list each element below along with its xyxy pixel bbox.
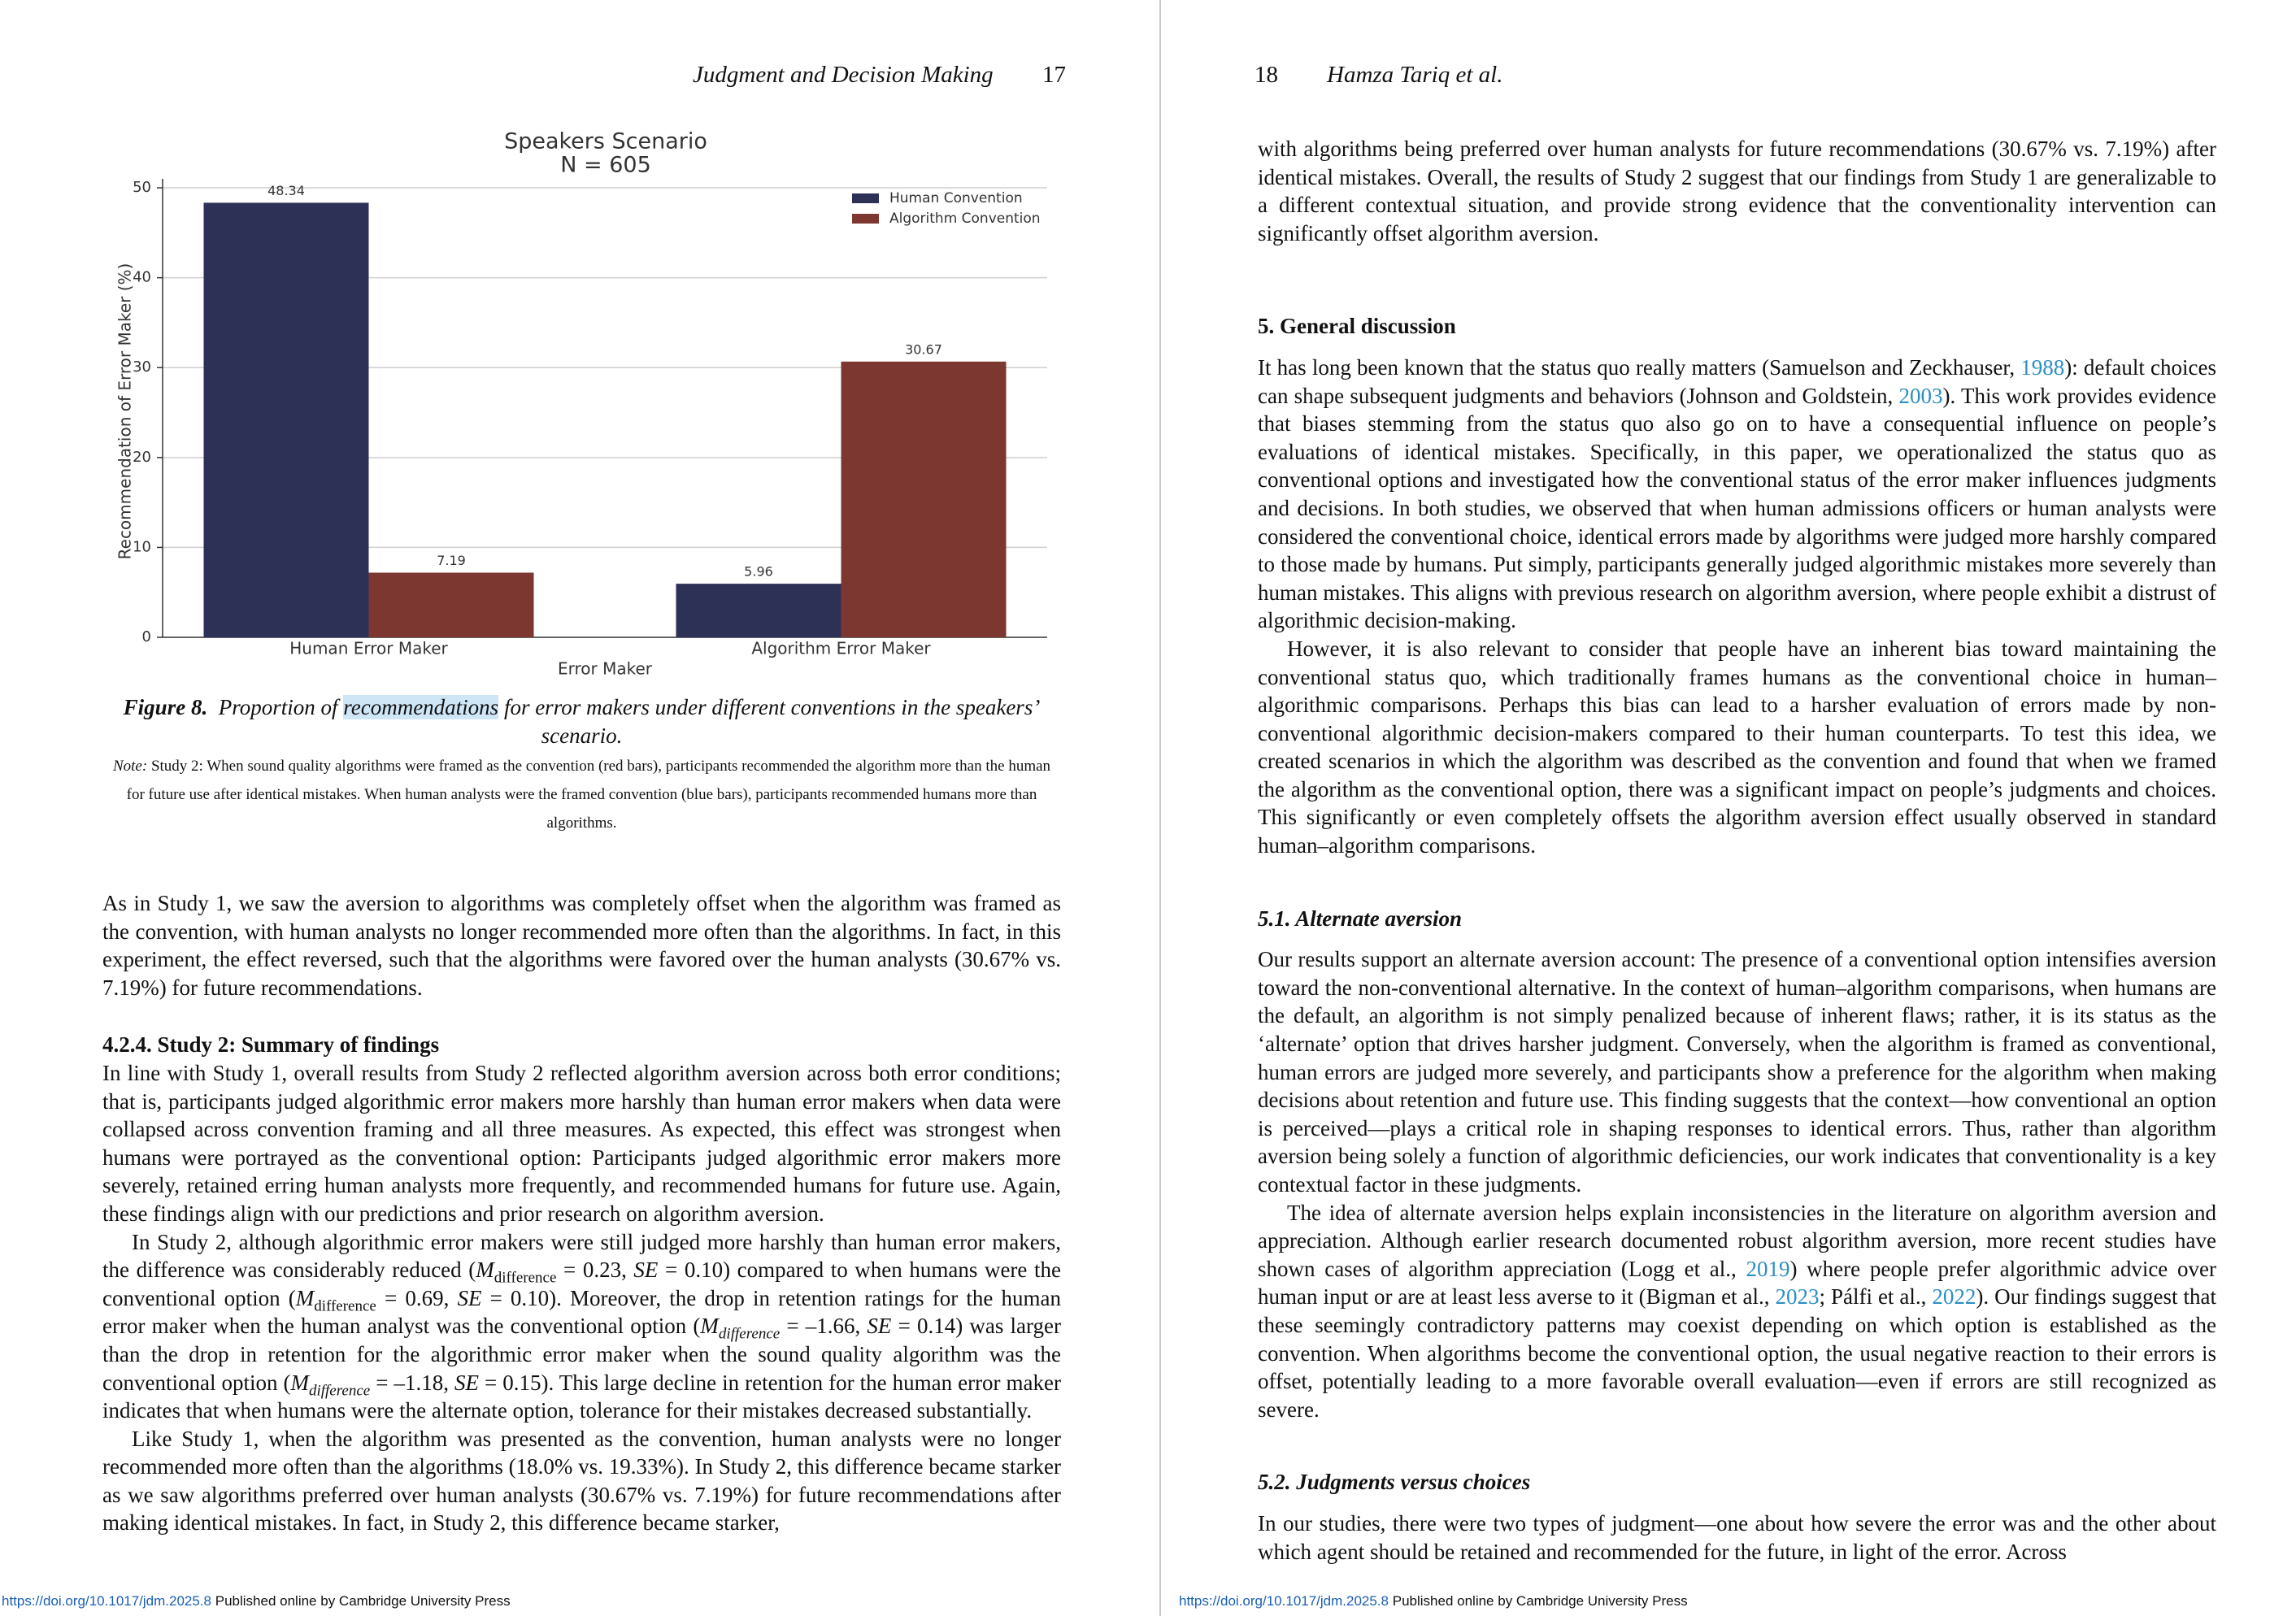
text: difference	[494, 1269, 557, 1287]
figure-caption: Figure 8. Proportion of recommendations …	[102, 693, 1061, 750]
figure-label: Figure 8.	[123, 695, 208, 719]
text: SE	[867, 1314, 892, 1339]
text: M	[700, 1314, 719, 1339]
doi-link[interactable]: https://doi.org/10.1017/jdm.2025.8	[1179, 1593, 1389, 1609]
legend-label: Algorithm Convention	[889, 211, 1041, 227]
y-tick-label: 20	[133, 449, 151, 466]
chart-subtitle: N = 605	[560, 153, 651, 178]
page-divider	[1159, 0, 1161, 1616]
text: ) where people prefer algorithmic advice…	[1258, 1256, 2216, 1310]
page-number: 18	[1255, 62, 1278, 88]
y-tick-label: 30	[133, 358, 151, 376]
doi-link[interactable]: https://doi.org/10.1017/jdm.2025.8	[2, 1593, 212, 1609]
text: In Study 2, although algorithmic error m…	[102, 1229, 1061, 1283]
text: = 0.69,	[376, 1285, 458, 1310]
y-tick-label: 50	[133, 179, 151, 196]
text: ; Pálfi et al.,	[1819, 1284, 1933, 1310]
text: = 0.10). Moreover, the drop in retention…	[102, 1285, 1061, 1339]
section-heading: 5. General discussion	[1258, 314, 1456, 339]
value-label: 7.19	[437, 553, 466, 568]
paragraph: As in Study 1, we saw the aversion to al…	[102, 891, 1061, 1000]
text: difference	[314, 1297, 376, 1315]
bar	[676, 584, 841, 637]
right-column: with algorithms being preferred over hum…	[1258, 135, 2216, 1566]
bar	[368, 572, 534, 637]
left-column: As in Study 1, we saw the aversion to al…	[102, 889, 1061, 1537]
citation-link[interactable]: 2003	[1898, 383, 1943, 408]
text: = 0.15). This large decline in retention…	[102, 1370, 1062, 1423]
legend-label: Human Convention	[889, 190, 1023, 206]
text: SE	[457, 1285, 482, 1310]
value-label: 30.67	[905, 341, 942, 357]
paragraph: In Study 2, although algorithmic error m…	[102, 1228, 1061, 1425]
section-heading: 4.2.4. Study 2: Summary of findings	[102, 1032, 440, 1058]
y-axis-title: Recommendation of Error Maker (%)	[115, 263, 135, 560]
caption-text: recommendations	[343, 695, 499, 719]
x-axis-title: Error Maker	[558, 659, 653, 679]
bar	[841, 361, 1007, 637]
paragraph: The idea of alternate aversion helps exp…	[1258, 1199, 2216, 1424]
text: = –1.66,	[780, 1314, 868, 1339]
text: It has long been known that the status q…	[1258, 354, 2021, 380]
text: M	[476, 1258, 494, 1283]
paragraph: In our studies, there were two types of …	[1258, 1510, 2216, 1564]
y-tick-label: 40	[133, 269, 151, 286]
y-tick-label: 10	[133, 538, 151, 555]
text: The idea of alternate aversion helps exp…	[1258, 1200, 2216, 1281]
text: M	[295, 1285, 315, 1310]
paragraph: Like Study 1, when the algorithm was pre…	[102, 1426, 1061, 1536]
text: SE	[454, 1370, 479, 1395]
chart-title: Speakers Scenario	[504, 129, 707, 154]
section-heading: 5.2. Judgments versus choices	[1258, 1470, 1531, 1495]
section-heading: 5.1. Alternate aversion	[1258, 906, 1463, 931]
citation-link[interactable]: 1988	[2020, 354, 2065, 380]
paragraph: In line with Study 1, overall results fr…	[102, 1060, 1061, 1226]
running-head: Hamza Tariq et al.	[1327, 62, 1503, 88]
citation-link[interactable]: 2023	[1775, 1284, 1820, 1310]
text: difference	[308, 1381, 371, 1399]
paragraph: Our results support an alternate aversio…	[1258, 947, 2216, 1197]
value-label: 48.34	[267, 183, 305, 198]
legend-swatch	[852, 214, 879, 224]
publisher-note: Published online by Cambridge University…	[1392, 1593, 1688, 1609]
publisher-note: Published online by Cambridge University…	[215, 1593, 511, 1609]
citation-link[interactable]: 2019	[1746, 1256, 1790, 1281]
paragraph: However, it is also relevant to consider…	[1258, 636, 2216, 858]
text: SE	[633, 1258, 659, 1283]
citation-link[interactable]: 2022	[1932, 1284, 1976, 1310]
footer: https://doi.org/10.1017/jdm.2025.8 Publi…	[2, 1593, 511, 1609]
note-text: Study 2: When sound quality algorithms w…	[126, 758, 1051, 832]
text: = –1.18,	[370, 1370, 454, 1395]
text: = 0.23,	[556, 1258, 634, 1283]
text: = 0.14) was larger than the drop in rete…	[102, 1314, 1062, 1395]
text: = 0.10) compared to when humans were the…	[102, 1258, 1061, 1310]
figure-note: Note: Study 2: When sound quality algori…	[102, 752, 1061, 837]
paragraph: It has long been known that the status q…	[1258, 354, 2216, 635]
y-tick-label: 0	[142, 628, 151, 645]
text: ). Our findings suggest that these seemi…	[1258, 1284, 2216, 1422]
legend-swatch	[852, 193, 879, 203]
bar	[203, 202, 369, 637]
footer: https://doi.org/10.1017/jdm.2025.8 Publi…	[1179, 1593, 1688, 1609]
text: M	[290, 1370, 309, 1395]
text: ): default choices can shape subsequent …	[1258, 354, 2216, 408]
text: difference	[718, 1325, 781, 1343]
running-head: Judgment and Decision Making	[693, 62, 994, 88]
x-tick-label: Algorithm Error Maker	[751, 639, 931, 658]
text: ). This work provides evidence that bias…	[1258, 383, 2217, 633]
caption-text: for error makers under different convent…	[498, 695, 1041, 748]
x-tick-label: Human Error Maker	[289, 639, 448, 658]
chart: Speakers Scenario N = 605 Error Maker Re…	[115, 129, 1047, 679]
paragraph: with algorithms being preferred over hum…	[1258, 137, 2216, 245]
note-label: Note:	[112, 758, 148, 775]
value-label: 5.96	[744, 564, 773, 580]
caption-text: Proportion of	[218, 695, 344, 719]
page-number: 17	[1042, 62, 1066, 88]
